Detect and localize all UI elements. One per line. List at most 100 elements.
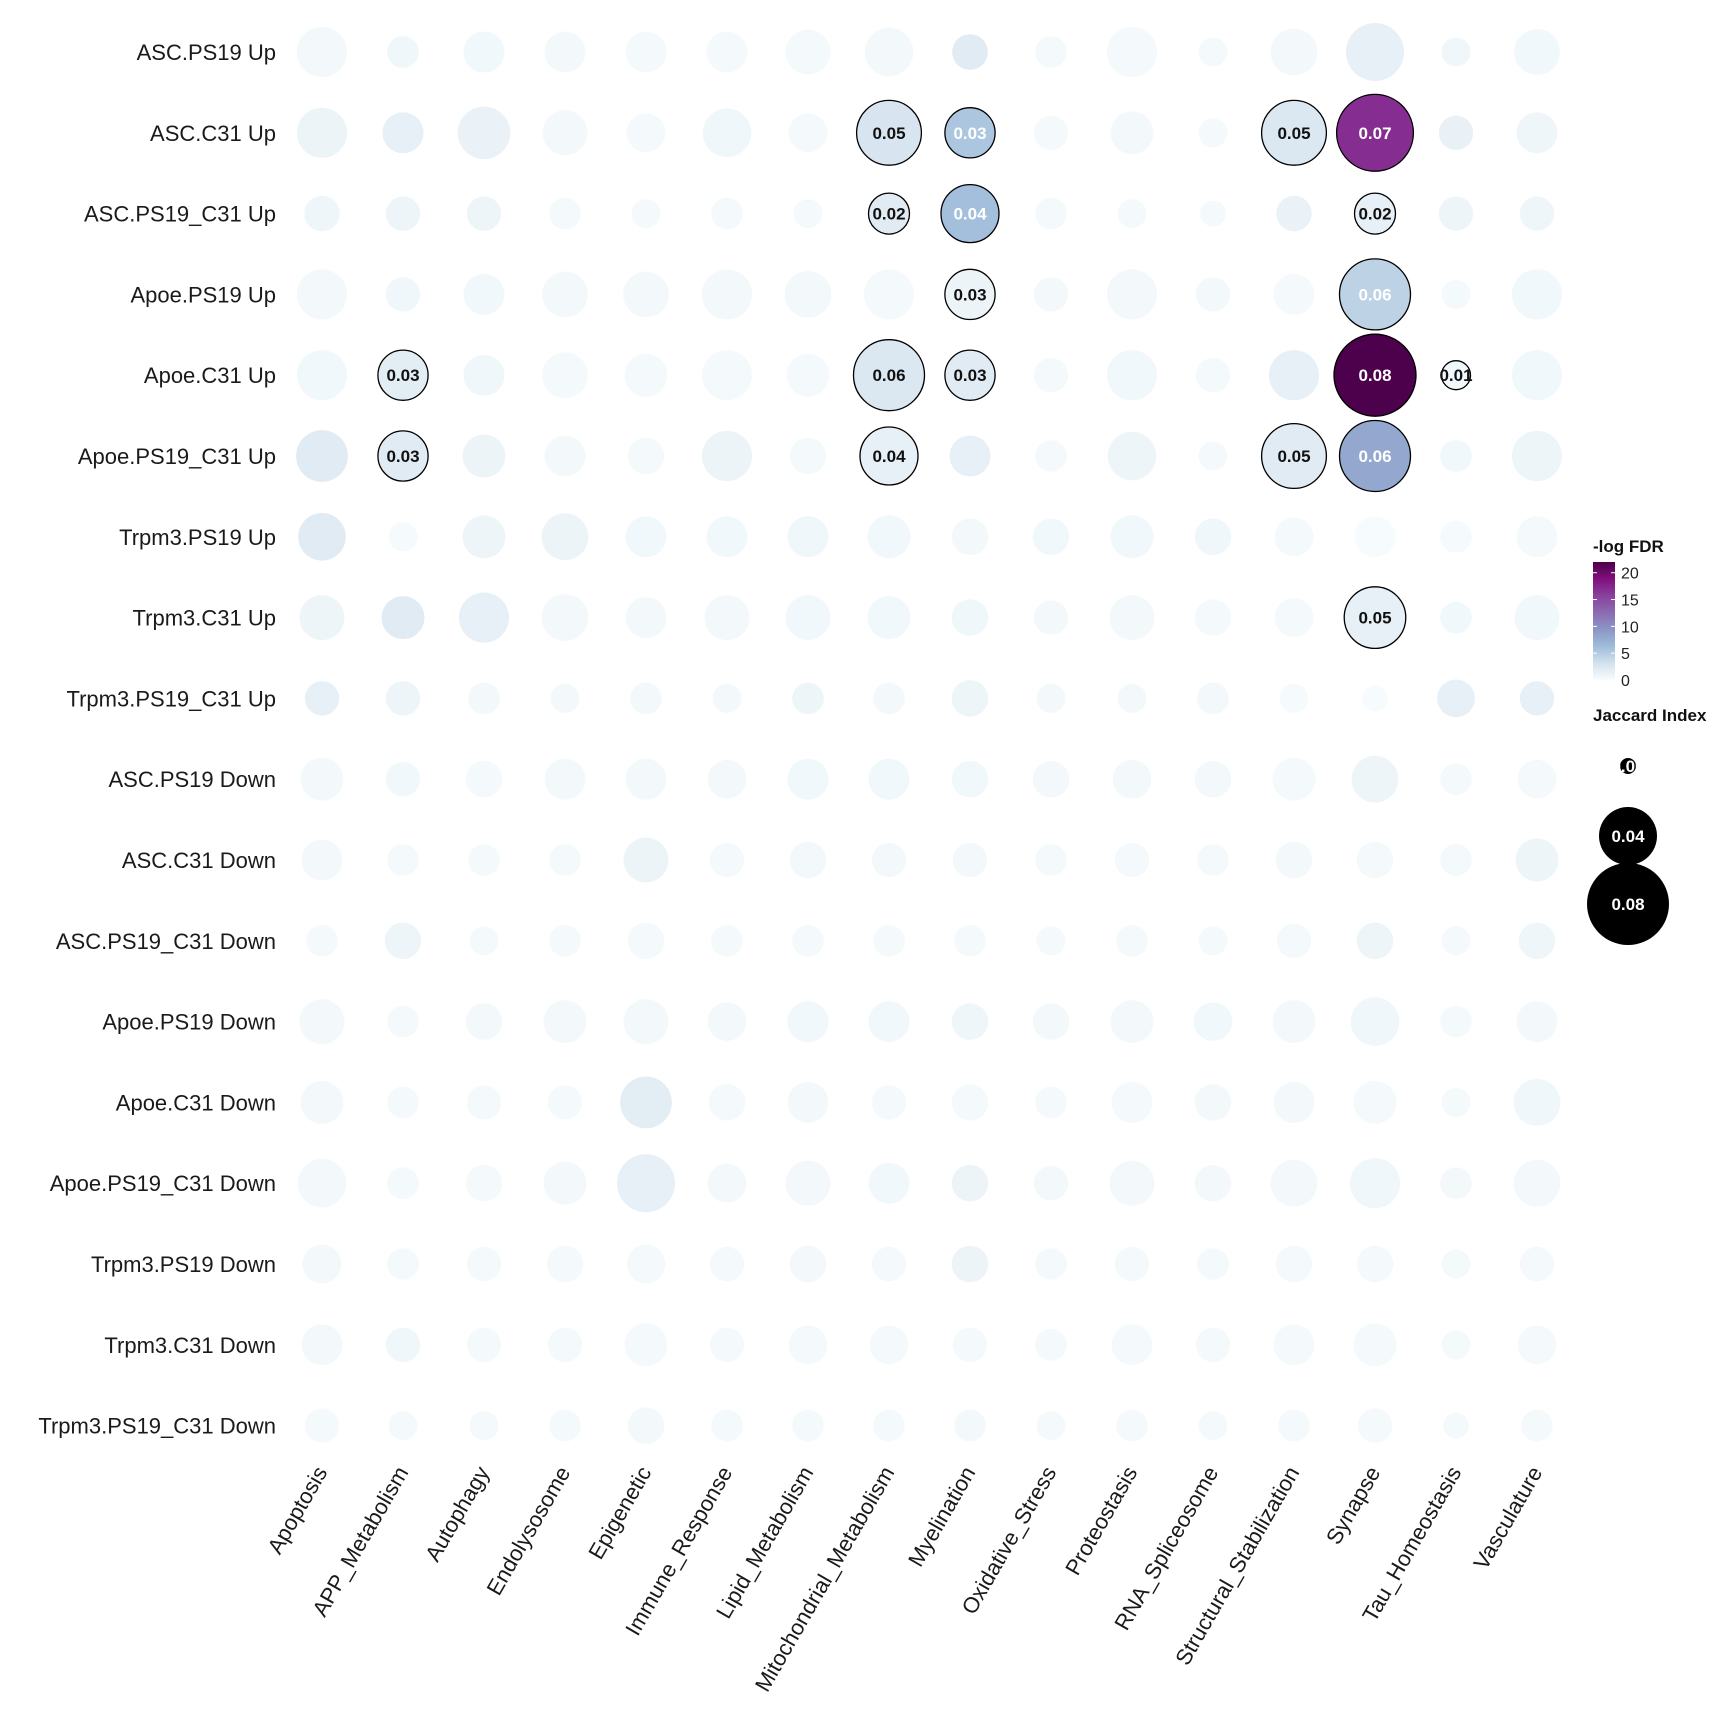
bubble	[387, 844, 419, 876]
row-label: ASC.PS19_C31 Up	[84, 202, 276, 227]
bubble	[625, 31, 667, 73]
bubble	[792, 924, 824, 957]
bubble	[1441, 926, 1471, 956]
bubble-value-label: 0.05	[872, 124, 905, 143]
bubble	[541, 594, 589, 641]
bubble	[1035, 1328, 1067, 1361]
bubble	[544, 435, 586, 477]
bubble	[1033, 1166, 1069, 1201]
bubble	[1035, 844, 1067, 876]
bubble	[1440, 360, 1472, 391]
column-label: Endolysosome	[482, 1462, 576, 1599]
bubble	[784, 271, 832, 318]
bubble	[550, 683, 580, 713]
bubble	[951, 1164, 989, 1202]
bubble	[789, 841, 827, 879]
bubble	[627, 437, 665, 475]
bubble	[1353, 1080, 1397, 1124]
bubble	[1114, 842, 1150, 878]
bubble	[1036, 926, 1066, 956]
cell-value-labels: 0.05 0.03 0.05 0.07 0.02 0.04 0.02 0.03 0.06 0.03…	[386, 124, 1472, 628]
size-legend-circle	[1620, 758, 1636, 774]
bubble	[1513, 1159, 1561, 1207]
bubble	[377, 349, 429, 401]
bubble	[709, 842, 745, 878]
bubble	[458, 592, 510, 643]
bubble	[382, 112, 424, 154]
bubble	[785, 595, 831, 641]
bubble	[789, 1245, 827, 1283]
bubble	[624, 1323, 668, 1367]
bubble	[627, 1407, 665, 1444]
bubble	[385, 277, 421, 312]
bubble-value-label: 0.02	[872, 205, 905, 224]
bubble	[457, 106, 511, 160]
bubble	[1441, 1330, 1471, 1360]
bubble	[1117, 199, 1147, 229]
bubble	[465, 1164, 503, 1202]
bubble-value-label: 0.03	[953, 285, 986, 304]
bubble	[1273, 273, 1315, 315]
bubble	[1356, 922, 1394, 960]
bubble	[944, 268, 996, 321]
bubble	[387, 36, 419, 68]
bubble	[299, 595, 345, 641]
bubble	[787, 1001, 829, 1043]
bubble-value-label: 0.06	[1358, 447, 1391, 466]
bubble	[623, 837, 669, 883]
bubble	[1511, 430, 1563, 482]
bubble	[463, 273, 505, 315]
column-label: Autophagy	[420, 1462, 494, 1566]
bubble	[788, 1325, 828, 1365]
bubble	[1441, 37, 1471, 67]
bubble	[1033, 115, 1069, 150]
bubble	[944, 349, 996, 401]
row-label: ASC.PS19_C31 Down	[56, 929, 276, 954]
bubble	[549, 844, 581, 876]
row-label: Apoe.PS19 Up	[130, 282, 276, 307]
bubble	[951, 680, 989, 717]
bubble	[1273, 1324, 1315, 1366]
row-label: Apoe.C31 Down	[116, 1090, 276, 1115]
bubble	[542, 271, 588, 318]
bubble	[1270, 28, 1318, 76]
bubble	[1033, 600, 1069, 635]
bubble-value-label: 0.08	[1358, 366, 1391, 385]
bubble	[1270, 1159, 1318, 1207]
bubble	[709, 1327, 745, 1363]
bubble	[547, 1327, 583, 1363]
bubble	[541, 513, 589, 561]
bubble	[304, 681, 340, 716]
bubble	[951, 1003, 989, 1040]
bubble	[951, 760, 989, 798]
bubble	[1354, 516, 1396, 558]
column-label: Synapse	[1321, 1462, 1385, 1549]
bubble-value-label: 0.05	[1277, 447, 1310, 466]
bubble	[952, 842, 988, 878]
bubble	[388, 522, 418, 552]
bubble	[1260, 99, 1328, 166]
bubble	[544, 758, 586, 800]
bubble	[1110, 111, 1154, 155]
bubble	[1440, 763, 1472, 796]
bubble	[1106, 269, 1158, 320]
bubble	[1518, 922, 1556, 960]
bubble	[549, 924, 581, 957]
bubble	[296, 107, 348, 158]
bubble	[1356, 1245, 1394, 1283]
bubble	[302, 1244, 342, 1284]
bubble	[304, 195, 340, 232]
bubble-value-label: 0.03	[386, 447, 419, 466]
bubble	[1106, 26, 1158, 78]
bubble	[1197, 1248, 1229, 1280]
bubble	[304, 1408, 340, 1443]
bubble	[469, 1411, 499, 1441]
bubble	[707, 759, 747, 799]
bubble	[1335, 93, 1415, 172]
bubble-value-label: 0.04	[872, 447, 906, 466]
row-label: Apoe.C31 Up	[144, 363, 276, 388]
bubble	[1440, 844, 1472, 876]
bubble	[852, 339, 926, 412]
bubble	[625, 516, 667, 558]
bubble	[1438, 115, 1474, 150]
